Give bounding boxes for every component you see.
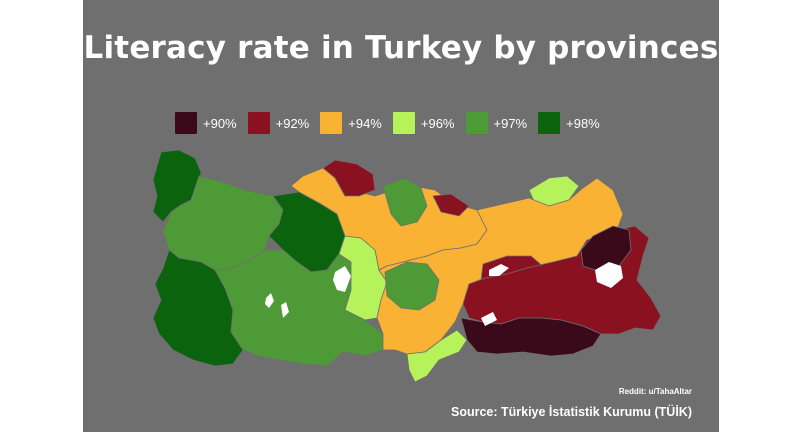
legend-label-96: +96% xyxy=(420,115,455,131)
region-sinop-samsun xyxy=(322,159,376,197)
map-title: Literacy rate in Turkey by provinces xyxy=(83,30,719,66)
lake-ataturk xyxy=(481,312,497,326)
lake-egirdir xyxy=(281,302,289,318)
map-panel: Literacy rate in Turkey by provinces +90… xyxy=(83,0,719,432)
lake-van xyxy=(595,262,623,288)
turkey-map xyxy=(152,149,662,383)
credit-text: Reddit: u/TahaAltar xyxy=(618,387,692,396)
legend-swatch-96 xyxy=(392,112,415,134)
lake-keban xyxy=(489,264,509,276)
legend-swatch-98 xyxy=(538,112,561,134)
source-text: Source: Türkiye İstatistik Kurumu (TÜİK) xyxy=(450,405,692,419)
legend-item-98: +98% xyxy=(538,112,600,134)
legend-swatch-97 xyxy=(465,112,488,134)
legend-swatch-94 xyxy=(320,112,343,134)
legend-item-97: +97% xyxy=(465,112,528,134)
lake-beysehir xyxy=(265,293,274,308)
region-aegean-coast xyxy=(152,249,244,367)
legend-item-96: +96% xyxy=(392,112,455,134)
legend-label-94: +94% xyxy=(348,115,382,131)
legend-swatch-92 xyxy=(247,112,270,134)
legend-label-92: +92% xyxy=(275,115,310,131)
region-kayseri xyxy=(384,261,440,311)
legend-item-92: +92% xyxy=(247,112,310,134)
legend-swatch-90 xyxy=(175,112,197,134)
region-ordu-giresun xyxy=(432,193,470,217)
legend-label-98: +98% xyxy=(566,115,600,131)
legend-item-90: +90% xyxy=(175,112,237,134)
region-sanliurfa-mardin-sirnak xyxy=(460,317,602,357)
lake-tuz xyxy=(333,266,351,292)
region-tokat-amasya xyxy=(382,177,428,227)
legend-label-97: +97% xyxy=(493,115,528,131)
legend-label-90: +90% xyxy=(203,115,237,131)
legend: +90% +92% +94% +96% +97% +98% xyxy=(175,112,611,134)
legend-item-94: +94% xyxy=(320,112,382,134)
lakes xyxy=(265,262,623,326)
region-adana-hatay xyxy=(406,329,468,383)
